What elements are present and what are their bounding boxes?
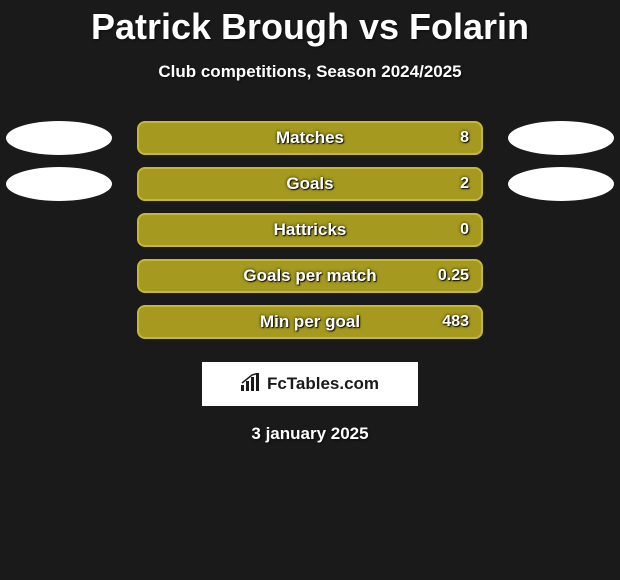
stat-label: Matches xyxy=(276,128,344,148)
page-title: Patrick Brough vs Folarin xyxy=(0,0,620,48)
stat-label: Goals per match xyxy=(243,266,376,286)
stat-row: Goals 2 xyxy=(0,166,620,202)
right-ellipse xyxy=(508,167,614,201)
stat-bar: Matches 8 xyxy=(137,121,483,155)
stat-value: 2 xyxy=(460,175,469,193)
stat-bar: Min per goal 483 xyxy=(137,305,483,339)
comparison-chart: Matches 8 Goals 2 Hattricks 0 Goals per … xyxy=(0,120,620,340)
logo-box: FcTables.com xyxy=(202,362,418,406)
logo: FcTables.com xyxy=(241,373,379,396)
stat-row: Min per goal 483 xyxy=(0,304,620,340)
stat-value: 0.25 xyxy=(438,267,469,285)
stat-value: 483 xyxy=(442,313,469,331)
stat-bar: Goals 2 xyxy=(137,167,483,201)
date-text: 3 january 2025 xyxy=(0,424,620,444)
stat-row: Matches 8 xyxy=(0,120,620,156)
stat-label: Min per goal xyxy=(260,312,360,332)
stat-value: 8 xyxy=(460,129,469,147)
logo-text: FcTables.com xyxy=(267,374,379,394)
left-ellipse xyxy=(6,167,112,201)
stat-label: Goals xyxy=(286,174,333,194)
stat-value: 0 xyxy=(460,221,469,239)
right-ellipse xyxy=(508,121,614,155)
left-ellipse xyxy=(6,121,112,155)
page-subtitle: Club competitions, Season 2024/2025 xyxy=(0,62,620,82)
stat-bar: Goals per match 0.25 xyxy=(137,259,483,293)
stat-bar: Hattricks 0 xyxy=(137,213,483,247)
stat-label: Hattricks xyxy=(274,220,347,240)
stat-row: Goals per match 0.25 xyxy=(0,258,620,294)
chart-icon xyxy=(241,373,263,396)
stat-row: Hattricks 0 xyxy=(0,212,620,248)
